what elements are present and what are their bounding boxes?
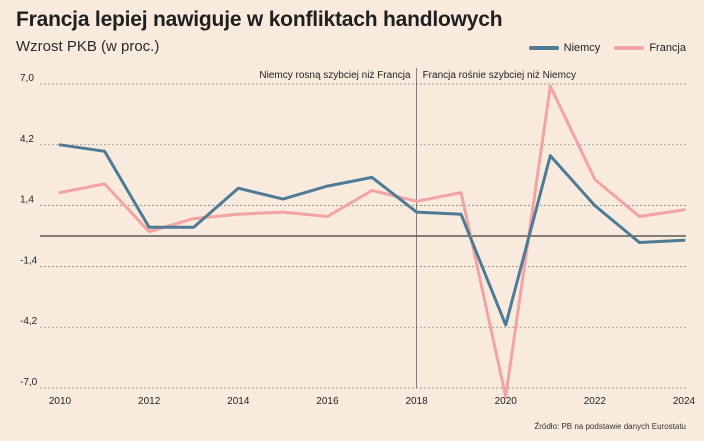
chart-legend: Niemcy Francja [528,42,686,54]
x-tick-label: 2016 [316,396,339,407]
y-tick-label: -1,4 [20,255,38,266]
x-tick-label: 2014 [227,396,250,407]
y-tick-label: -4,2 [20,316,38,327]
y-tick-label: 1,4 [20,195,34,206]
y-tick-label: 7,0 [20,73,34,84]
annotation-left-text: Niemcy rosną szybciej niż Francja [259,70,411,81]
x-tick-label: 2020 [495,396,518,407]
y-tick-label: -7,0 [20,377,38,388]
x-tick-label: 2012 [138,396,161,407]
chart-title: Francja lepiej nawiguje w konfliktach ha… [16,8,503,31]
y-tick-label: 4,2 [20,134,34,145]
x-tick-label: 2022 [584,396,607,407]
annotation-right-text: Francja rośnie szybciej niż Niemcy [423,70,576,81]
legend-swatch-niemcy [528,46,559,50]
series-line-francja [58,84,686,399]
x-tick-label: 2018 [405,396,428,407]
legend-label-francja: Francja [649,42,686,54]
legend-item-niemcy: Niemcy [528,42,601,54]
x-tick-label: 2024 [673,396,696,407]
legend-swatch-francja [614,46,645,50]
x-tick-label: 2010 [49,396,72,407]
legend-item-francja: Francja [614,42,686,54]
chart-subtitle: Wzrost PKB (w proc.) [16,38,160,55]
source-note: Źródło: PB na podstawie danych Eurostatu [534,422,686,431]
series-line-niemcy [58,143,686,327]
legend-label-niemcy: Niemcy [563,42,601,54]
